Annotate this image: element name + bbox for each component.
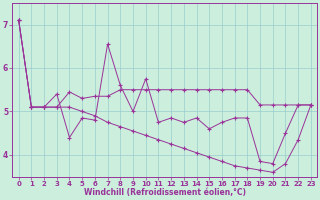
X-axis label: Windchill (Refroidissement éolien,°C): Windchill (Refroidissement éolien,°C) — [84, 188, 246, 197]
